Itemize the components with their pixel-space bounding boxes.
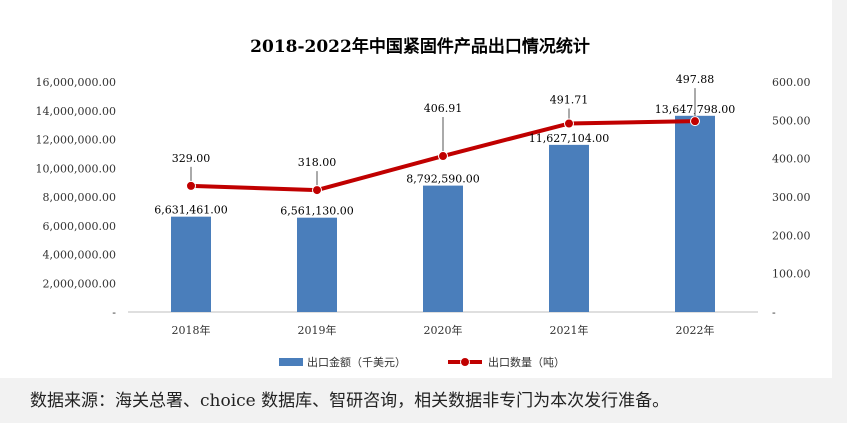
- left-tick-label: 16,000,000.00: [36, 76, 116, 89]
- chart-panel: 2018-2022年中国紧固件产品出口情况统计 - 2,000,000.00 4,0…: [0, 0, 832, 378]
- right-tick-label: 300.00: [772, 191, 811, 204]
- bar-data-label: 8,792,590.00: [406, 173, 479, 186]
- bar: [423, 185, 463, 312]
- line-point: [312, 185, 322, 196]
- x-tick-label: 2019年: [298, 323, 337, 337]
- legend-label-line: 出口数量（吨）: [488, 355, 565, 369]
- line-data-label: 406.91: [424, 102, 463, 115]
- bar: [171, 216, 211, 312]
- x-tick-label: 2020年: [424, 323, 463, 337]
- left-tick-label: 8,000,000.00: [43, 191, 116, 204]
- legend-swatch-bar: [279, 358, 303, 366]
- bar: [549, 144, 589, 312]
- line-point: [438, 151, 448, 162]
- bar: [297, 217, 337, 312]
- x-tick-label: 2018年: [172, 323, 211, 337]
- bar-data-label: 6,631,461.00: [154, 204, 227, 217]
- legend-marker-line: [460, 357, 470, 367]
- axes: - 2,000,000.00 4,000,000.00 6,000,000.00 8,0…: [36, 76, 811, 337]
- left-tick-label: 4,000,000.00: [43, 249, 116, 262]
- right-tick-label: 500.00: [772, 114, 811, 127]
- bar-data-label: 6,561,130.00: [280, 205, 353, 218]
- left-tick-label: 14,000,000.00: [36, 105, 116, 118]
- line-series: [186, 116, 700, 196]
- x-tick-label: 2021年: [550, 323, 589, 337]
- left-tick-label: 10,000,000.00: [36, 162, 116, 175]
- line-data-label: 497.88: [676, 73, 715, 86]
- bar-series: [171, 115, 715, 313]
- chart-svg: 2018-2022年中国紧固件产品出口情况统计 - 2,000,000.00 4,0…: [36, 36, 811, 369]
- line-data-label: 329.00: [172, 152, 211, 165]
- line-point: [690, 116, 700, 127]
- right-tick-label: 600.00: [772, 76, 811, 89]
- left-tick-label: 12,000,000.00: [36, 134, 116, 147]
- line-point: [186, 180, 196, 191]
- chart-title: 2018-2022年中国紧固件产品出口情况统计: [250, 36, 590, 57]
- source-note: 数据来源：海关总署、choice 数据库、智研咨询，相关数据非专门为本次发行准备…: [30, 391, 670, 411]
- data-labels: 6,631,461.00 6,561,130.00 8,792,590.00 11,6…: [154, 73, 735, 218]
- right-tick-label: -: [772, 306, 776, 319]
- x-tick-label: 2022年: [676, 323, 715, 337]
- left-tick-label: 2,000,000.00: [43, 277, 116, 290]
- right-tick-label: 100.00: [772, 268, 811, 281]
- legend: 出口金额（千美元） 出口数量（吨）: [279, 355, 565, 369]
- line-data-label: 318.00: [298, 156, 337, 169]
- right-tick-label: 200.00: [772, 229, 811, 242]
- line-point: [564, 118, 574, 129]
- bar: [675, 115, 715, 313]
- line-data-label: 491.71: [550, 94, 589, 107]
- right-tick-label: 400.00: [772, 153, 811, 166]
- left-tick-label: 6,000,000.00: [43, 220, 116, 233]
- legend-label-bar: 出口金额（千美元）: [307, 355, 406, 369]
- left-tick-label: -: [112, 306, 116, 319]
- bar-data-label: 11,627,104.00: [529, 132, 609, 145]
